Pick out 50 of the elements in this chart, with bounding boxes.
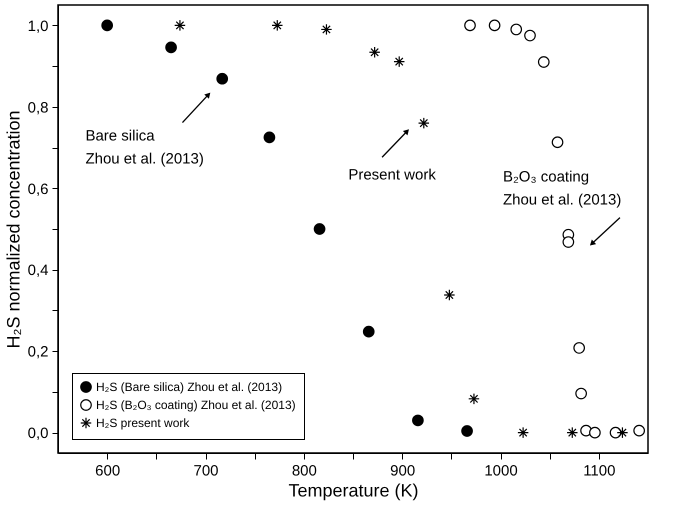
point <box>552 136 564 148</box>
point <box>216 72 228 85</box>
y-tick-label: 0,8 <box>28 99 48 116</box>
annotation: B₂O₃ coating Zhou et al. (2013) <box>502 168 622 209</box>
point <box>566 426 578 438</box>
y-axis-title: H₂S normalized concentration <box>4 110 24 349</box>
point <box>362 326 375 338</box>
point <box>517 426 529 438</box>
point <box>320 24 332 36</box>
x-tick-label: 1100 <box>583 462 616 480</box>
point <box>468 392 480 405</box>
legend-label: H₂S (Bare silica) Zhou et al. (2013) <box>96 380 282 394</box>
point <box>314 223 326 235</box>
point <box>488 20 500 32</box>
x-tick-label: 1000 <box>484 462 518 480</box>
point <box>418 117 430 129</box>
annotation: Bare silica Zhou et al. (2013) <box>85 128 204 168</box>
point <box>464 20 476 32</box>
point <box>538 56 550 68</box>
point <box>101 20 114 32</box>
y-tick-label: 1,0 <box>28 18 48 35</box>
y-tick-label: 0,0 <box>28 425 48 442</box>
point <box>264 132 276 144</box>
legend-label: H₂S (B₂O₃ coating) Zhou et al. (2013) <box>96 398 296 412</box>
point <box>461 425 473 437</box>
point <box>633 424 645 436</box>
point <box>575 388 587 400</box>
x-axis-title: Temperature (K) <box>288 480 419 500</box>
point <box>589 426 601 438</box>
legend-label: H₂S present work <box>96 416 190 430</box>
point <box>444 289 456 301</box>
point <box>573 342 586 354</box>
point <box>393 56 406 68</box>
annotation: Present work <box>348 166 436 184</box>
point <box>510 24 522 36</box>
point <box>368 46 380 58</box>
point <box>174 20 186 32</box>
x-tick-label: 900 <box>390 462 416 480</box>
point <box>412 414 424 426</box>
point <box>616 426 628 438</box>
x-tick-label: 600 <box>95 462 120 480</box>
y-tick-label: 0,6 <box>28 180 48 198</box>
point <box>524 30 536 42</box>
x-tick-label: 800 <box>292 462 317 480</box>
y-tick-label: 0,4 <box>28 262 48 280</box>
point <box>165 42 177 54</box>
y-tick-label: 0,2 <box>28 344 48 361</box>
x-tick-label: 700 <box>193 462 219 480</box>
point <box>271 20 284 32</box>
point <box>562 236 574 248</box>
